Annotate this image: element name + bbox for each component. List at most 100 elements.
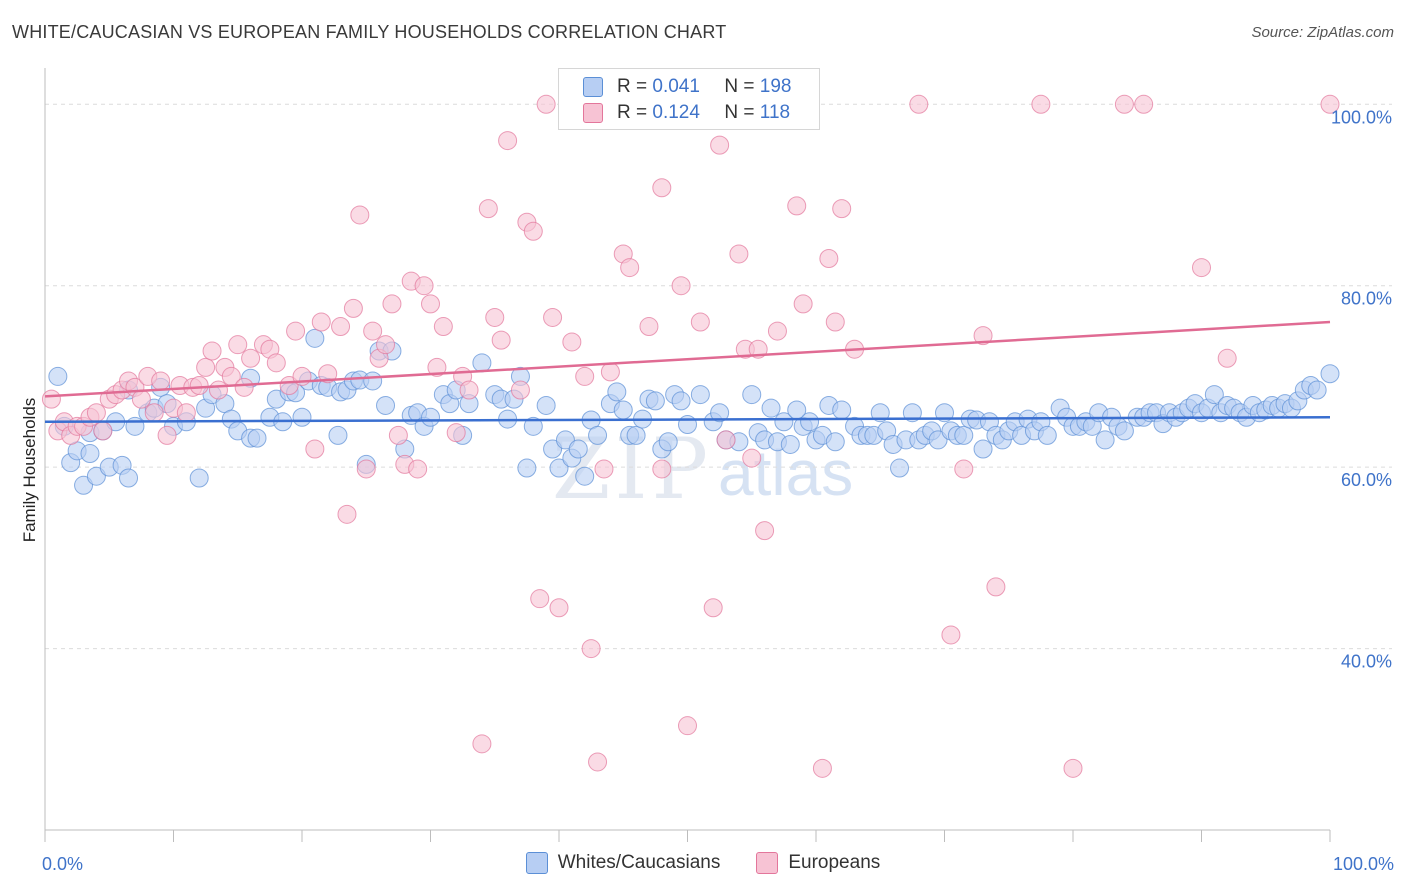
whites-point bbox=[421, 407, 440, 427]
whites-point bbox=[645, 391, 665, 411]
europeans-point bbox=[825, 312, 845, 332]
europeans-point bbox=[427, 357, 447, 377]
europeans-point bbox=[941, 625, 961, 645]
europeans-point bbox=[767, 321, 787, 341]
whites-point bbox=[376, 395, 396, 415]
legend-row-whites: R = 0.041 N = 198 bbox=[583, 75, 791, 99]
whites-point bbox=[363, 371, 383, 391]
europeans-point bbox=[543, 307, 563, 327]
stats-legend: R = 0.041 N = 198 R = 0.124 N = 118 bbox=[558, 68, 820, 130]
whites-point bbox=[555, 430, 575, 450]
europeans-point bbox=[581, 639, 601, 659]
whites-point bbox=[472, 353, 492, 373]
europeans-point bbox=[485, 307, 505, 327]
whites-point bbox=[710, 403, 730, 423]
whites-point bbox=[800, 412, 820, 432]
europeans-point bbox=[343, 298, 363, 318]
whites-point bbox=[671, 391, 691, 411]
europeans-point bbox=[832, 199, 852, 219]
whites-point bbox=[825, 432, 845, 452]
whites-point bbox=[80, 444, 100, 464]
europeans-point bbox=[549, 598, 569, 618]
whites-point bbox=[523, 416, 543, 436]
europeans-point bbox=[446, 423, 466, 443]
europeans-point bbox=[703, 598, 723, 618]
europeans-point bbox=[196, 357, 216, 377]
europeans-point bbox=[208, 380, 228, 400]
europeans-point bbox=[755, 521, 775, 541]
europeans-point bbox=[491, 330, 511, 350]
europeans-point bbox=[144, 403, 164, 423]
whites-point bbox=[890, 458, 910, 478]
legend-r-label: R = bbox=[617, 76, 648, 97]
whites-point bbox=[935, 403, 954, 423]
europeans-point bbox=[266, 353, 286, 373]
whites-point bbox=[189, 468, 209, 488]
europeans-point bbox=[562, 332, 582, 352]
whites-point bbox=[517, 458, 537, 478]
whites-point bbox=[1037, 425, 1057, 445]
whites-point bbox=[780, 434, 800, 454]
europeans-point bbox=[376, 335, 396, 355]
europeans-point bbox=[93, 421, 113, 441]
europeans-point bbox=[600, 362, 620, 382]
whites-point bbox=[613, 400, 633, 420]
europeans-point bbox=[986, 577, 1006, 597]
europeans-point bbox=[1063, 758, 1083, 778]
whites-point bbox=[607, 382, 627, 402]
legend-r-label: R = bbox=[617, 102, 648, 123]
europeans-point bbox=[787, 196, 807, 216]
europeans-point bbox=[86, 403, 106, 423]
europeans-point bbox=[498, 131, 518, 151]
europeans-point bbox=[575, 366, 595, 386]
whites-point bbox=[86, 466, 106, 486]
whites-point bbox=[292, 407, 312, 427]
europeans-point bbox=[536, 94, 556, 114]
whites-point bbox=[928, 430, 948, 450]
source-label: Source: ZipAtlas.com bbox=[1251, 24, 1394, 41]
europeans-point bbox=[909, 94, 929, 114]
europeans-point bbox=[363, 321, 383, 341]
whites-point bbox=[832, 400, 852, 420]
europeans-point bbox=[478, 199, 498, 219]
europeans-point bbox=[356, 459, 376, 479]
whites-point bbox=[626, 425, 646, 445]
x-tick-label-start: 0.0% bbox=[42, 854, 83, 874]
x-tick-label-end: 100.0% bbox=[1333, 854, 1394, 874]
europeans-point bbox=[639, 317, 659, 337]
europeans-point bbox=[793, 294, 813, 314]
europeans-point bbox=[305, 439, 325, 459]
europeans-point bbox=[620, 258, 640, 278]
legend-swatch-europeans bbox=[756, 852, 779, 874]
europeans-point bbox=[176, 403, 196, 423]
whites-point bbox=[549, 458, 569, 478]
europeans-point bbox=[414, 276, 434, 296]
europeans-point bbox=[382, 294, 402, 314]
europeans-point bbox=[41, 389, 61, 409]
whites-point bbox=[902, 403, 922, 423]
europeans-point bbox=[421, 294, 440, 314]
europeans-point bbox=[678, 716, 697, 736]
whites-point bbox=[74, 475, 94, 495]
axes bbox=[44, 68, 1330, 831]
whites-point bbox=[125, 416, 145, 436]
legend-n-label: N = bbox=[724, 102, 755, 123]
europeans-point bbox=[388, 425, 408, 445]
whites-point bbox=[328, 425, 348, 445]
legend-r-value-europeans: 0.124 bbox=[652, 102, 700, 123]
europeans-point bbox=[286, 321, 306, 341]
whites-point bbox=[1204, 385, 1224, 405]
legend-item-europeans[interactable]: Europeans bbox=[756, 852, 880, 874]
legend-item-whites[interactable]: Whites/Caucasians bbox=[525, 852, 720, 874]
europeans-point bbox=[318, 364, 338, 384]
europeans-point bbox=[671, 276, 691, 296]
europeans-point bbox=[594, 459, 614, 479]
chart-title: WHITE/CAUCASIAN VS EUROPEAN FAMILY HOUSE… bbox=[12, 22, 727, 42]
series-legend: Whites/Caucasians Europeans bbox=[0, 852, 1406, 874]
europeans-point bbox=[151, 371, 171, 391]
europeans-point bbox=[652, 459, 672, 479]
europeans-point bbox=[202, 341, 222, 361]
europeans-point bbox=[812, 758, 832, 778]
europeans-point bbox=[510, 380, 530, 400]
